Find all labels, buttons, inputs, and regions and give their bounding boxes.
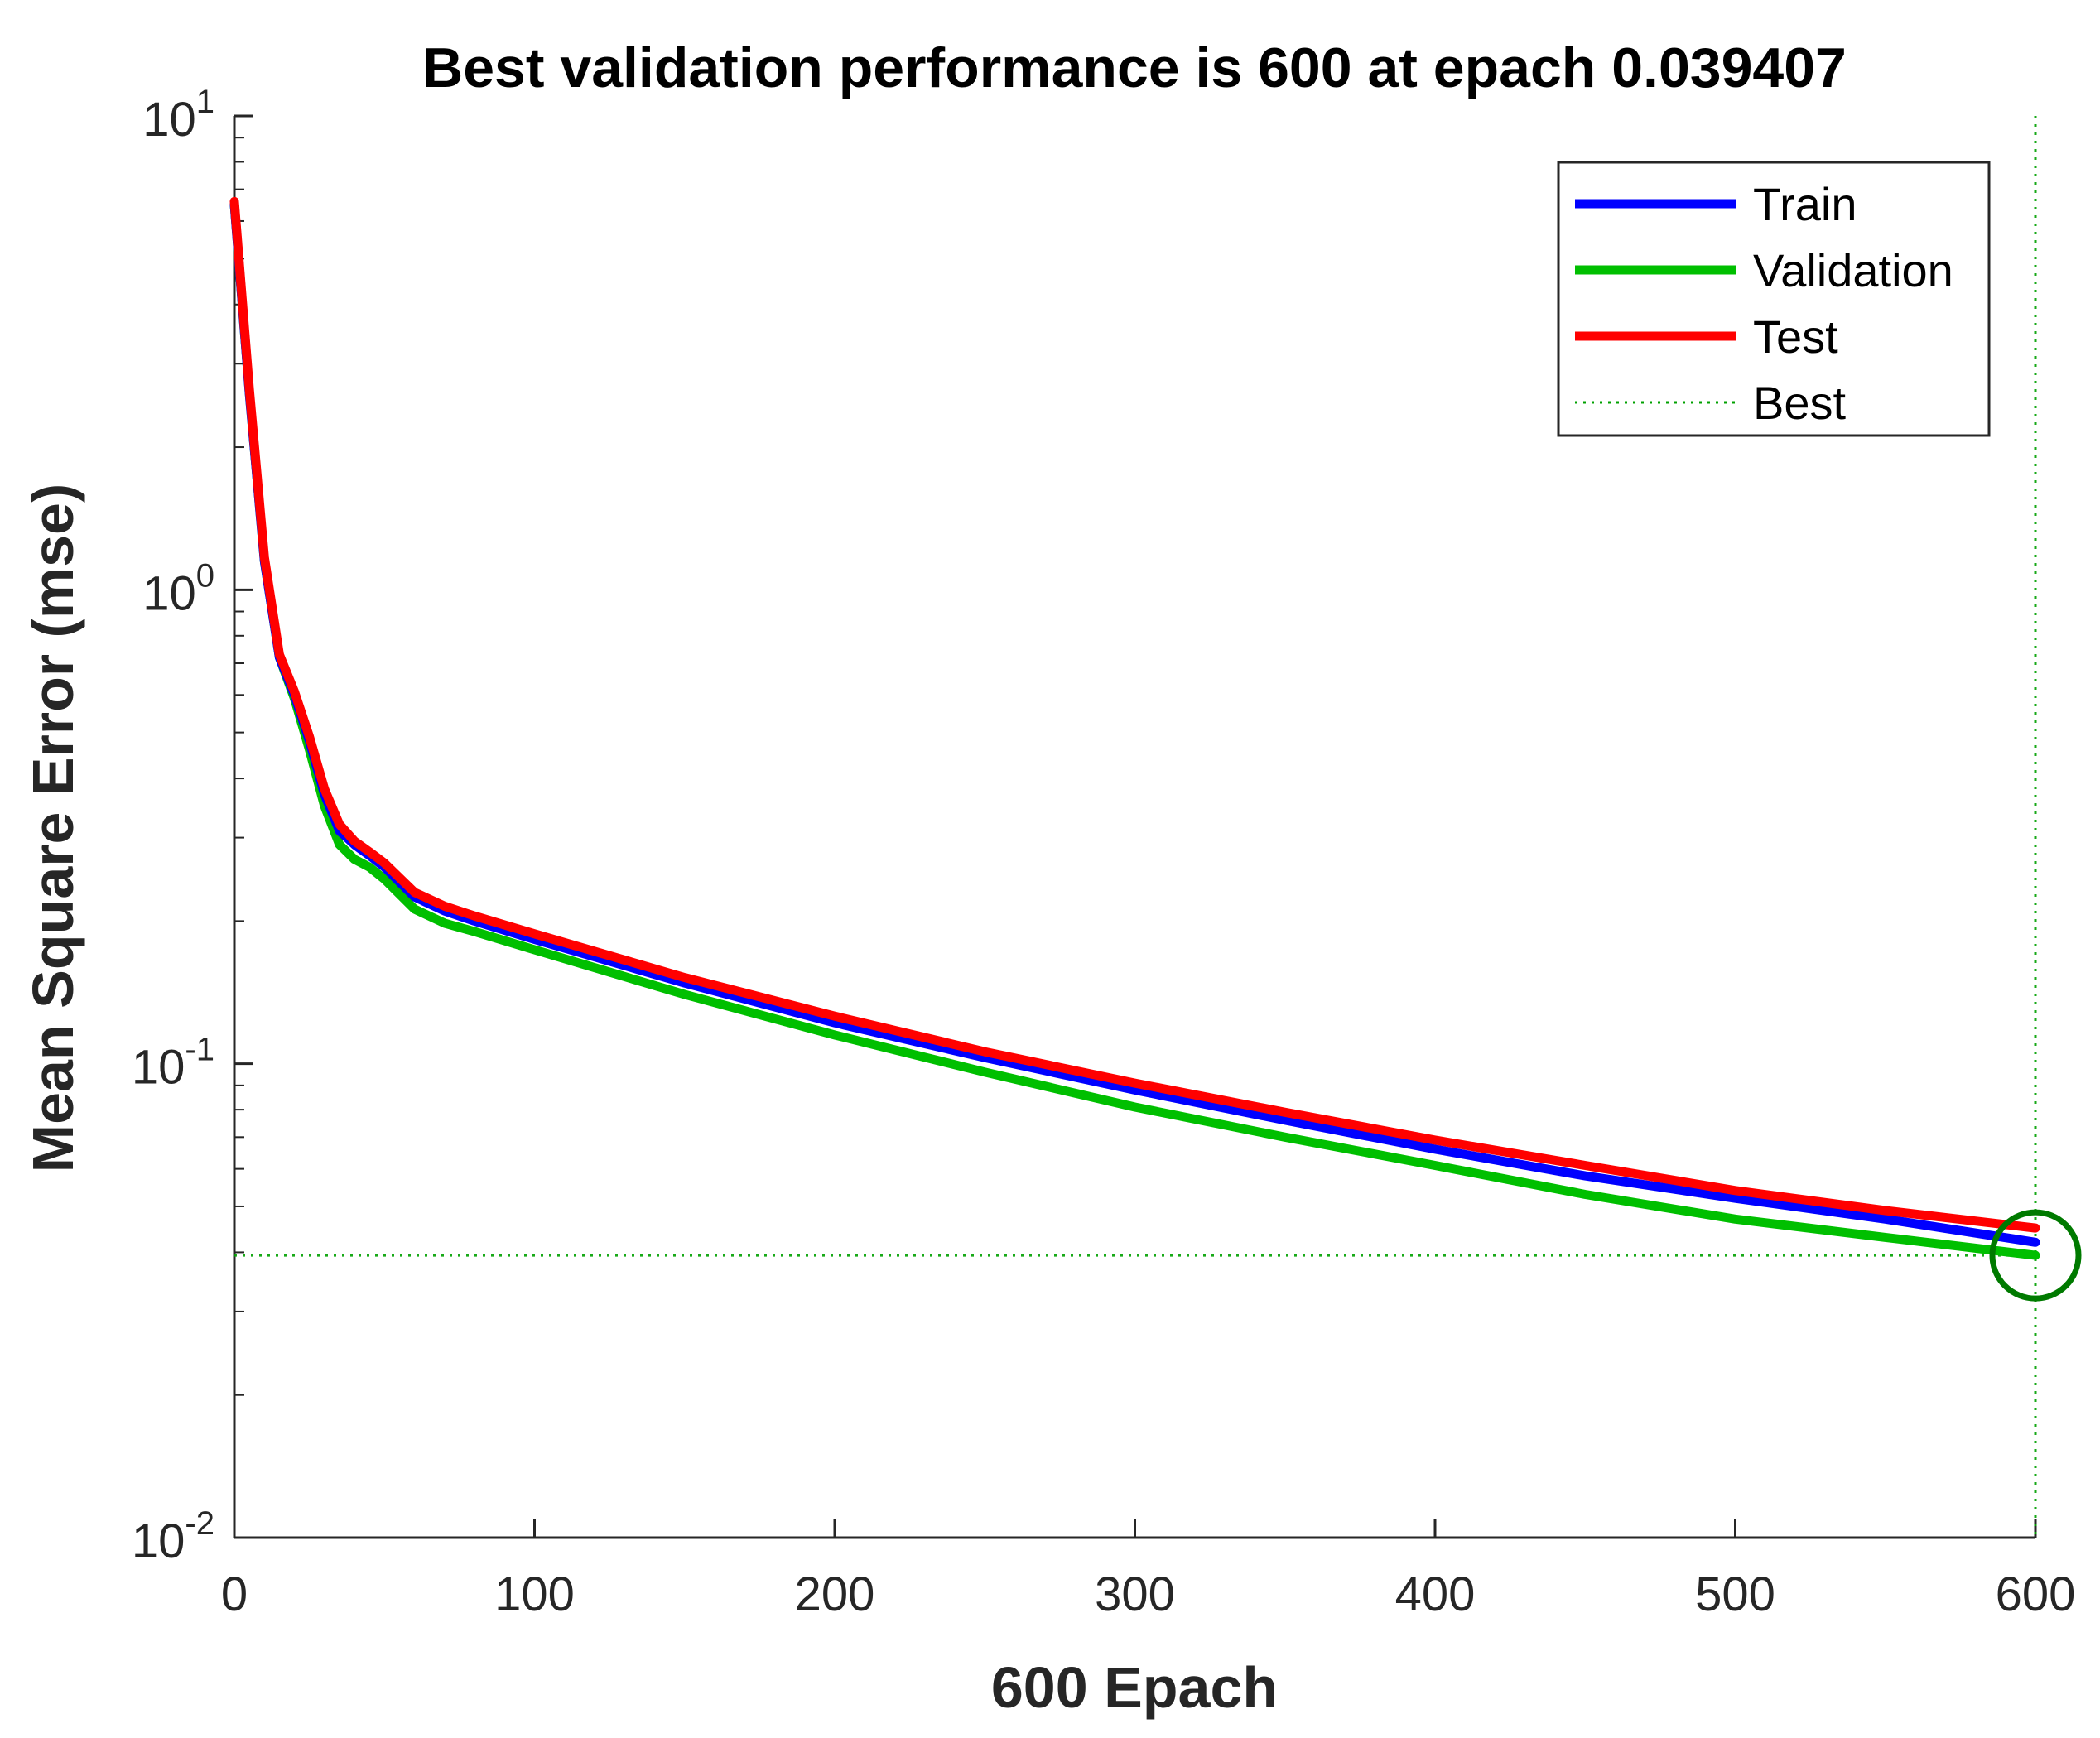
chart-title: Best validation performance is 600 at ep… bbox=[422, 36, 1847, 99]
x-tick-label: 300 bbox=[1095, 1567, 1175, 1621]
legend-label-validation: Validation bbox=[1753, 244, 1953, 296]
x-axis-label: 600 Epach bbox=[991, 1655, 1278, 1720]
x-tick-label: 400 bbox=[1395, 1567, 1476, 1621]
y-tick-label: 100 bbox=[142, 557, 214, 620]
x-tick-label: 600 bbox=[1996, 1567, 2076, 1621]
legend: Train Validation Test Best bbox=[1557, 161, 1991, 437]
legend-label-test: Test bbox=[1753, 311, 1838, 363]
legend-label-train: Train bbox=[1753, 178, 1857, 230]
x-tick-label: 100 bbox=[494, 1567, 575, 1621]
y-tick-label: 101 bbox=[142, 84, 214, 147]
series-line-test bbox=[229, 196, 2040, 1233]
x-tick-label: 500 bbox=[1695, 1567, 1775, 1621]
plot-area: 0 100 200 300 400 500 600 10-2 10-1 100 101 bbox=[132, 84, 2082, 1621]
x-tick-label: 200 bbox=[795, 1567, 875, 1621]
best-point-marker bbox=[1989, 1209, 2082, 1302]
legend-label-best: Best bbox=[1753, 377, 1846, 429]
y-tick-label: 10-2 bbox=[132, 1505, 214, 1568]
y-axis-label: Mean Square Error (mse) bbox=[21, 484, 85, 1172]
x-tick-label: 0 bbox=[221, 1567, 248, 1621]
y-tick-label: 10-1 bbox=[132, 1032, 214, 1095]
